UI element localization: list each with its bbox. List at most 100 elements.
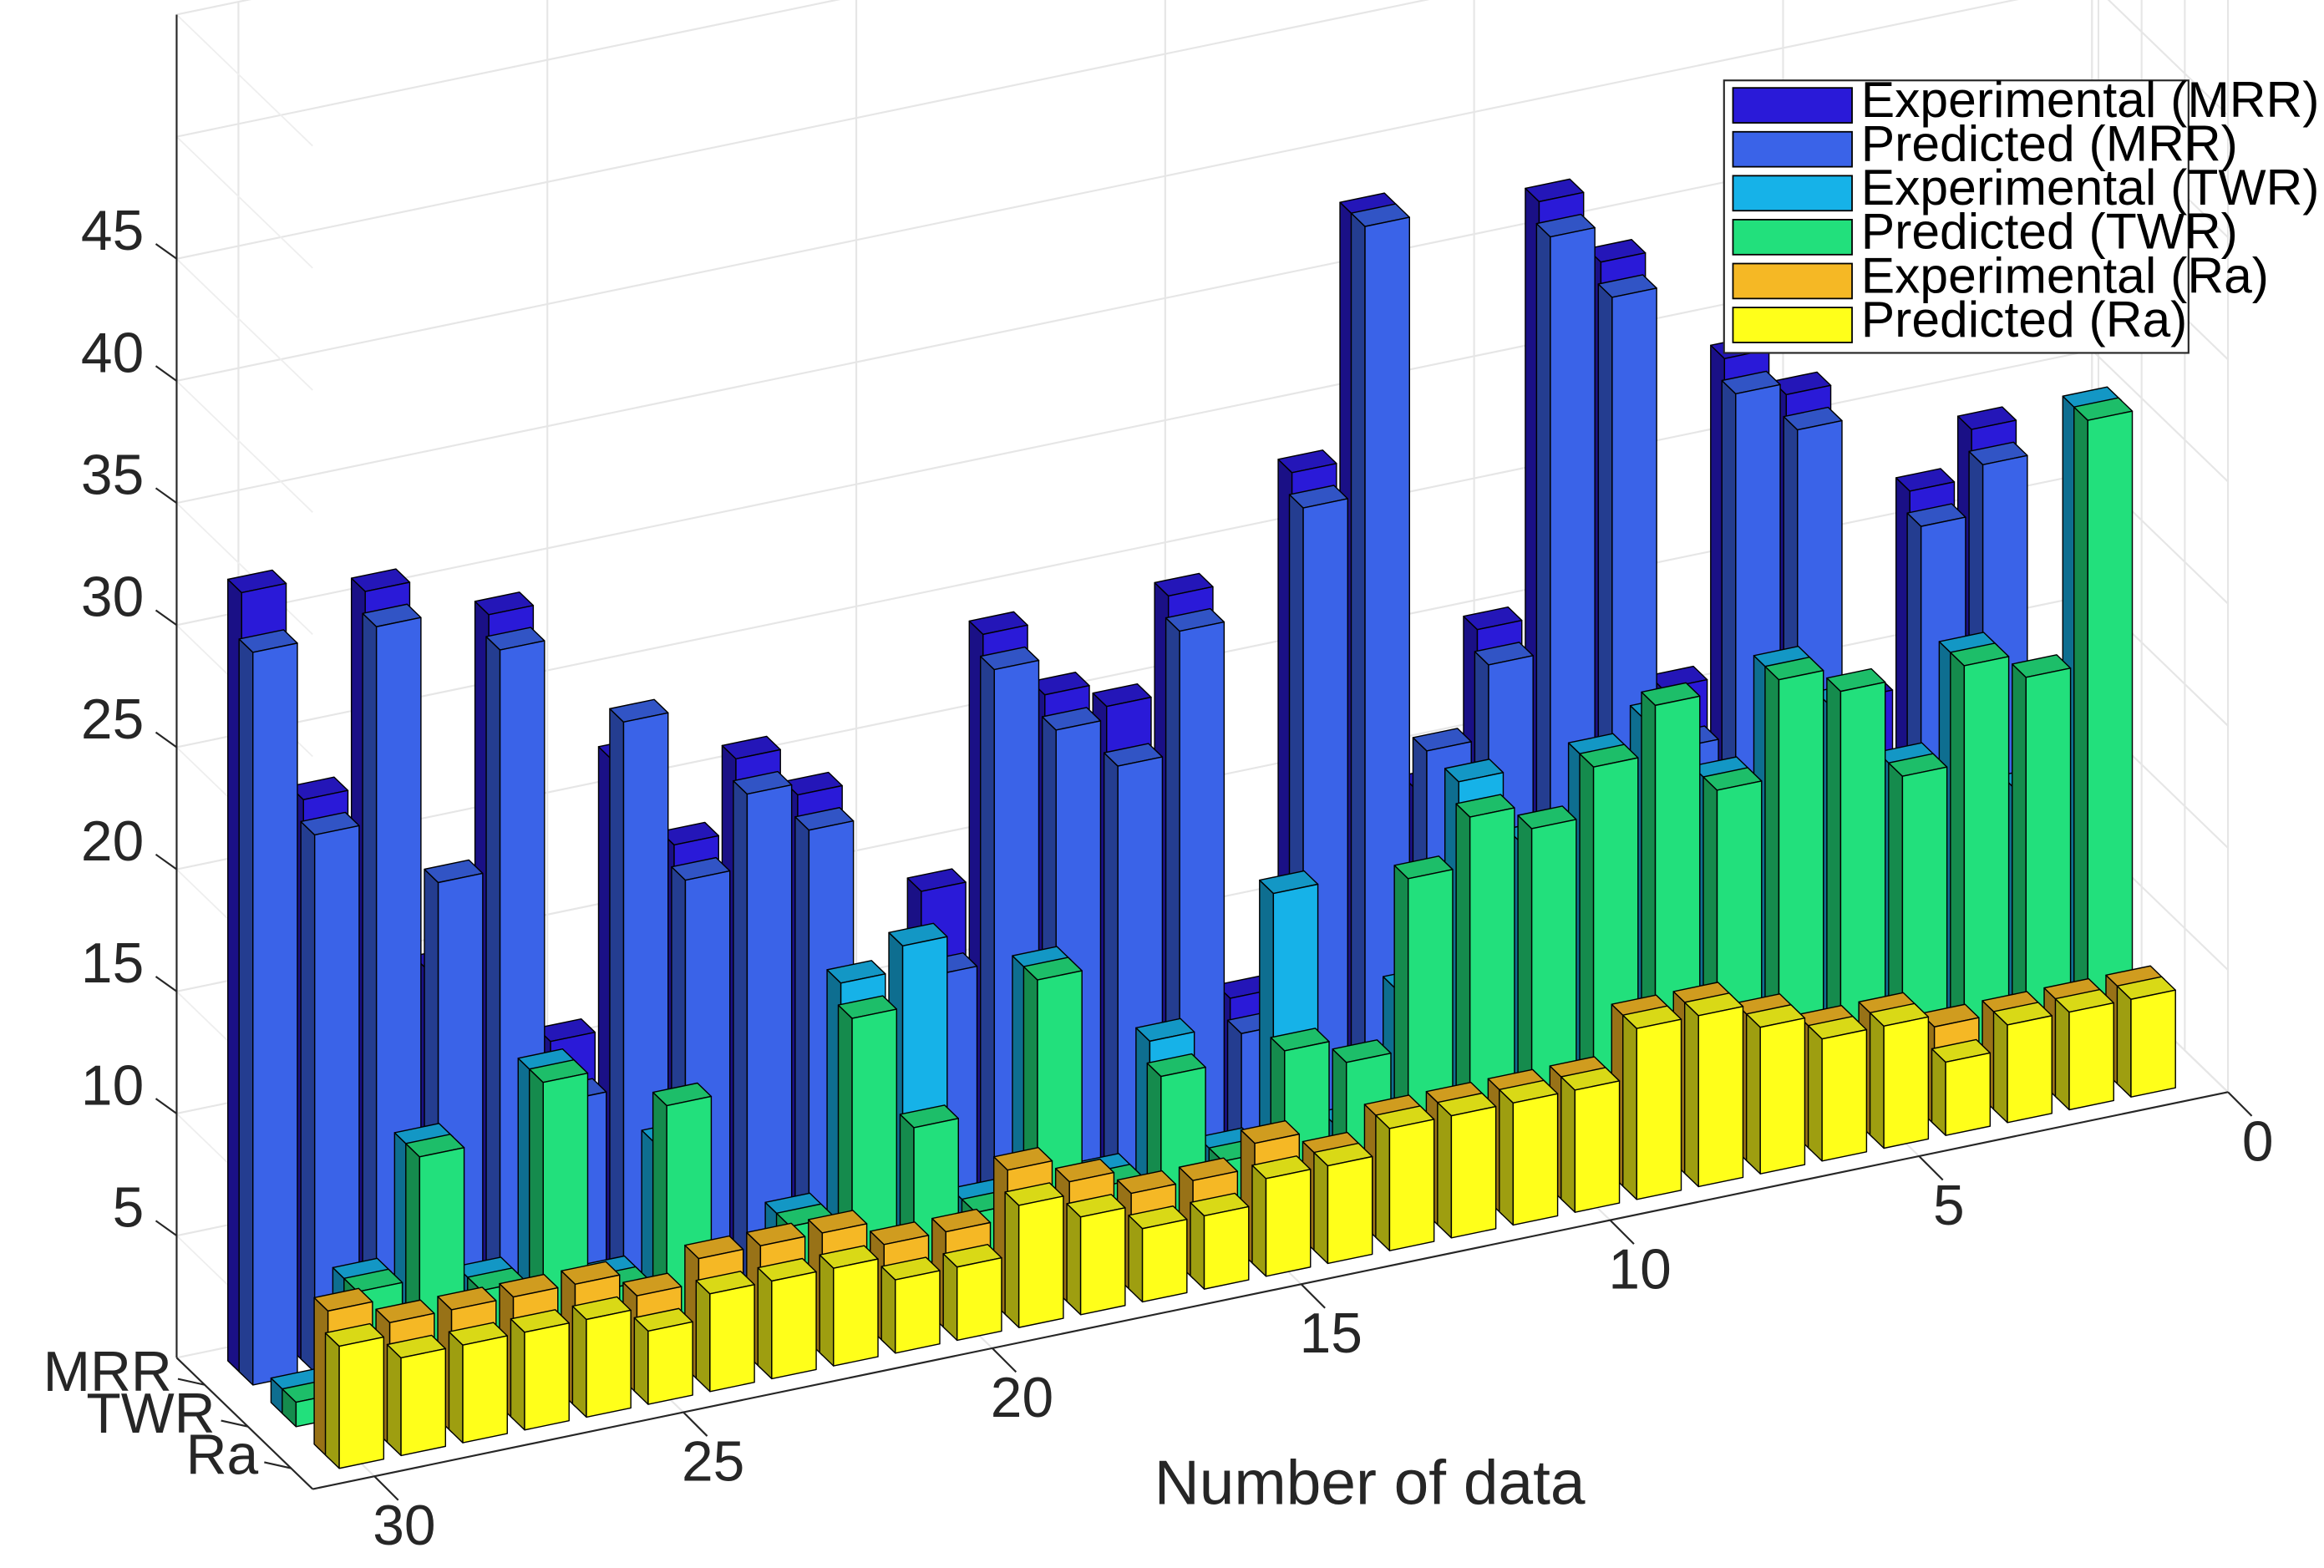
bar	[1807, 1015, 1868, 1162]
z-tick-label: 25	[81, 688, 144, 751]
legend-label: Predicted (MRR)	[1861, 115, 2238, 172]
x-tick-label: 30	[373, 1494, 435, 1557]
bar	[238, 629, 298, 1386]
bar-side-face	[1683, 1002, 1699, 1188]
x-axis-title: Number of data	[1154, 1447, 1586, 1517]
z-tick-label: 5	[113, 1176, 145, 1239]
bar	[1950, 642, 2010, 1082]
legend-swatch	[1732, 219, 1853, 256]
bar-front-face	[1883, 1016, 1930, 1149]
bar-side-face	[1869, 1012, 1885, 1149]
grid-line-left	[175, 13, 313, 147]
bars	[227, 178, 2176, 1469]
bar-front-face	[709, 1284, 755, 1393]
legend-swatch	[1732, 307, 1853, 343]
bar-side-face	[1004, 1191, 1020, 1328]
bar	[1745, 1004, 1806, 1175]
bar-front-face	[252, 642, 298, 1386]
bar	[2012, 654, 2072, 1069]
y-tick-mark	[177, 1378, 206, 1386]
bar-front-face	[338, 1336, 385, 1469]
bar	[1190, 1192, 1250, 1290]
bar-front-face	[1512, 1093, 1559, 1226]
bar	[300, 811, 360, 1373]
bar-front-face	[1141, 1219, 1188, 1303]
x-tick-label: 5	[1933, 1175, 1965, 1237]
y-tick-label: MRR	[43, 1341, 172, 1403]
bar-side-face	[485, 636, 501, 1335]
y-tick-label: Ra	[186, 1424, 259, 1487]
bar-front-face	[1759, 1017, 1806, 1175]
bar-front-face	[2068, 1002, 2114, 1111]
z-tick-mark	[155, 976, 178, 992]
legend-swatch	[1732, 87, 1853, 124]
bar-front-face	[1450, 1105, 1497, 1239]
bar-front-face	[771, 1271, 817, 1380]
bar	[1251, 1155, 1312, 1277]
z-tick-mark	[155, 365, 178, 382]
z-tick-mark	[155, 1098, 178, 1114]
bar	[448, 1322, 508, 1444]
z-tick-label: 10	[81, 1054, 144, 1117]
bar-side-face	[1622, 1014, 1637, 1200]
z-tick-mark	[155, 243, 178, 260]
bar-side-face	[609, 708, 625, 1309]
bar-front-face	[400, 1347, 447, 1457]
bar	[880, 1256, 941, 1354]
legend-label: Predicted (Ra)	[1861, 291, 2188, 348]
bar-side-face	[1499, 1088, 1515, 1226]
x-tick-mark	[2227, 1091, 2253, 1117]
z-tick-label: 20	[81, 810, 144, 873]
legend-swatch	[1732, 175, 1853, 212]
bar	[1560, 1067, 1621, 1213]
legend-swatch	[1732, 130, 1853, 168]
x-tick-mark	[682, 1411, 708, 1437]
bar	[757, 1257, 817, 1380]
legend-swatch	[1732, 262, 1853, 300]
bar-side-face	[633, 1317, 649, 1405]
x-axis-line	[312, 1091, 2229, 1490]
bar	[819, 1245, 879, 1367]
x-tick-mark	[1300, 1283, 1326, 1309]
bar	[1375, 1105, 1435, 1251]
bar	[1128, 1205, 1188, 1303]
z-tick-mark	[155, 487, 178, 505]
legend-label: Experimental (Ra)	[1861, 246, 2269, 303]
bar	[571, 1296, 632, 1418]
bar-side-face	[1066, 1203, 1082, 1316]
bar	[633, 1307, 693, 1405]
bar-front-face	[895, 1270, 941, 1354]
bar	[733, 770, 793, 1283]
x-tick-label: 10	[1608, 1239, 1671, 1302]
x-tick-label: 25	[682, 1431, 744, 1494]
legend-label: Predicted (TWR)	[1861, 203, 2238, 260]
legend-label: Experimental (TWR)	[1861, 159, 2320, 216]
bar-front-face	[462, 1335, 508, 1444]
bar-front-face	[1945, 1052, 1992, 1136]
bar-side-face	[300, 820, 316, 1373]
bar-front-face	[524, 1322, 570, 1431]
bar-front-face	[2130, 989, 2176, 1098]
grid-line-left	[175, 502, 313, 635]
grid-line-horizontal	[176, 0, 1430, 260]
bar-side-face	[1560, 1076, 1576, 1213]
bar	[1869, 1002, 1930, 1149]
grid-line-side	[2107, 0, 2229, 116]
bar-side-face	[1931, 1048, 1946, 1136]
bar-side-face	[1103, 752, 1119, 1207]
z-tick-label: 35	[81, 444, 144, 506]
bar	[2116, 976, 2176, 1098]
z-tick-mark	[155, 609, 178, 627]
bar-front-face	[1574, 1080, 1621, 1213]
bar	[1437, 1092, 1497, 1239]
z-tick-label: 40	[81, 322, 144, 384]
bar-side-face	[757, 1266, 773, 1380]
bar	[1313, 1142, 1373, 1265]
legend: Experimental (MRR)Predicted (MRR)Experim…	[1723, 71, 2320, 354]
y-tick-label: TWR	[86, 1383, 215, 1445]
grid-line-horizontal	[176, 0, 252, 16]
bar	[2073, 397, 2134, 1056]
bar-front-face	[586, 1309, 632, 1418]
axes: 5 10 15 20 25 30 35 40 45 0 5 10 15 20 25 30 Number of d…	[43, 14, 2274, 1557]
